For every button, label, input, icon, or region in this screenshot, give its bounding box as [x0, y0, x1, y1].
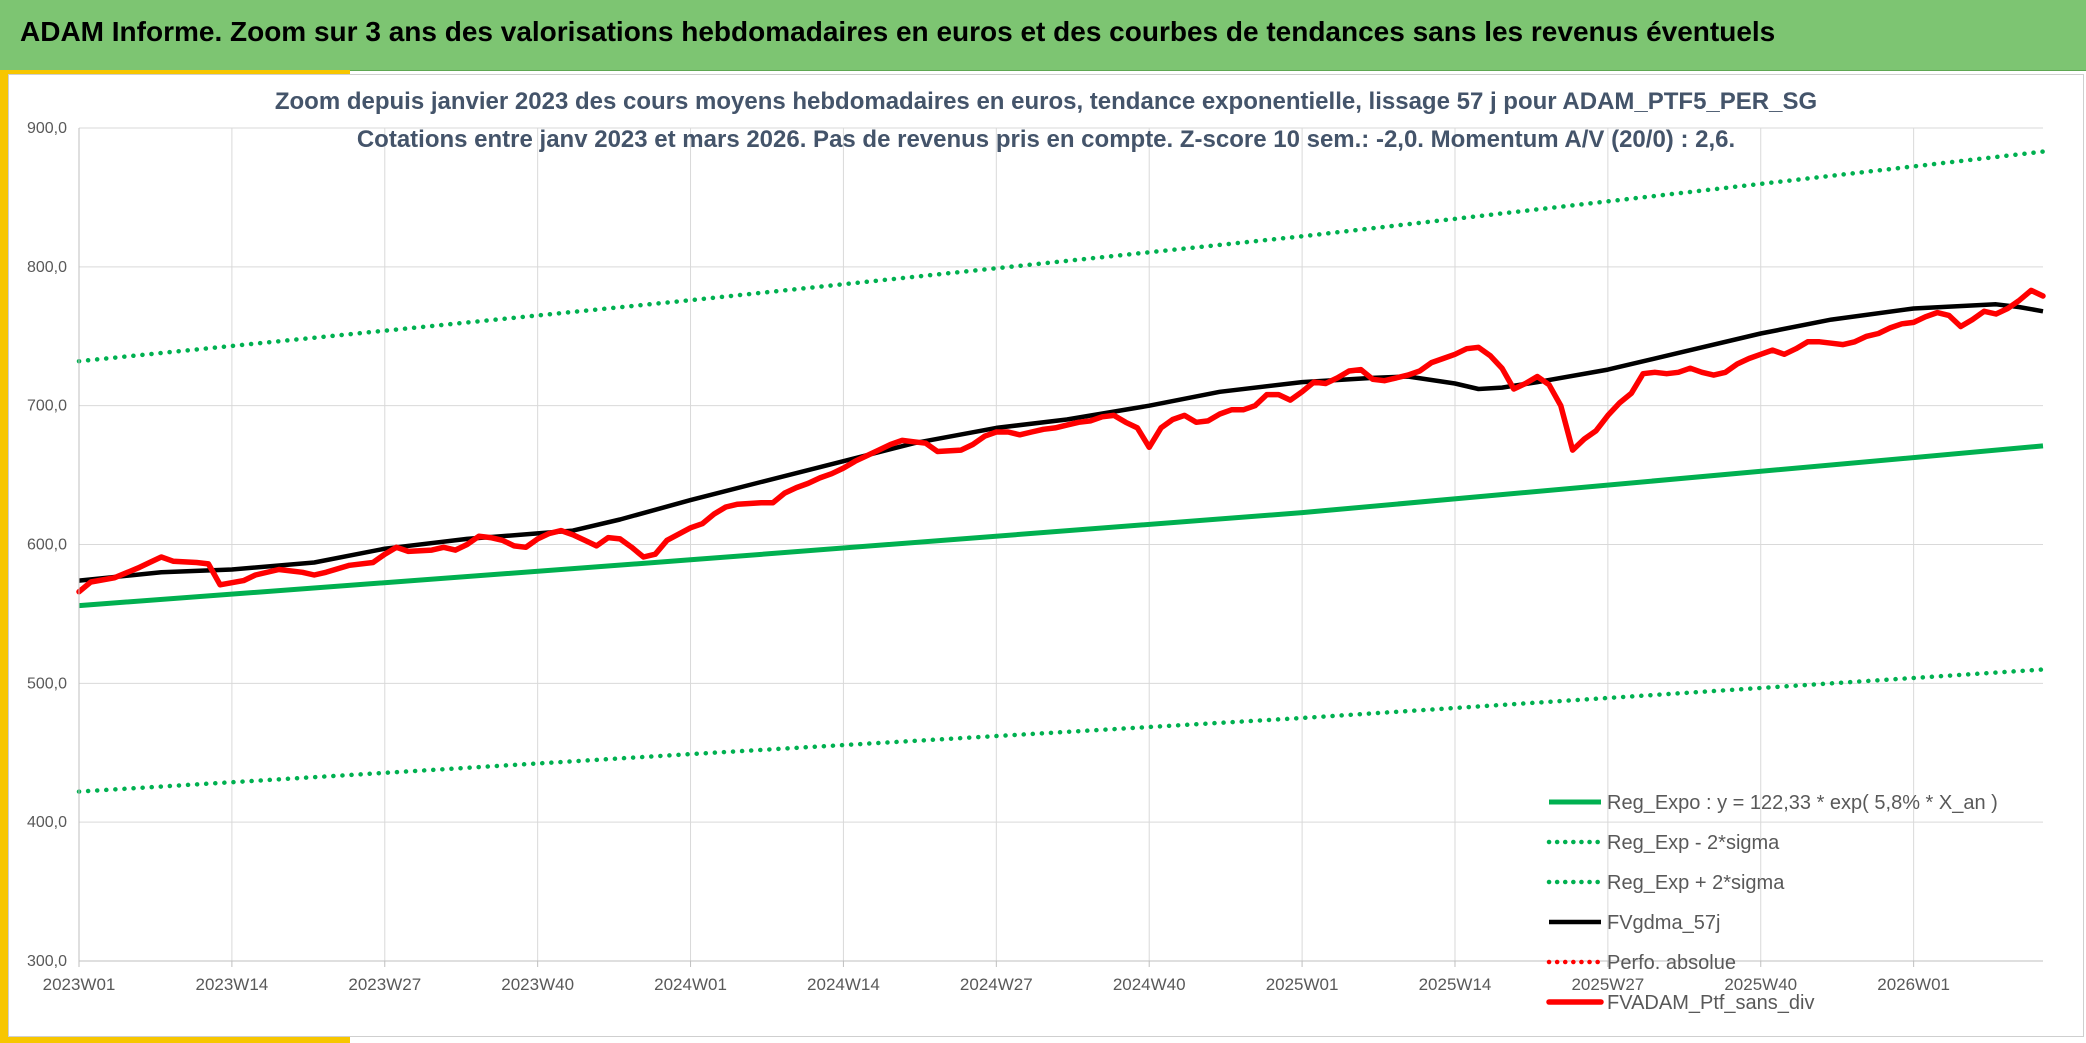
series-line-reg-exp-2-sigma	[76, 149, 2046, 364]
y-tick-label: 300,0	[27, 953, 67, 970]
accent-bar-top	[8, 70, 350, 74]
x-tick-label: 2025W01	[1266, 975, 1339, 994]
grid	[78, 127, 2043, 962]
y-tick-label: 700,0	[27, 398, 67, 415]
legend-label: FVgdma_57j	[1607, 912, 1720, 934]
line-chart: 300,0 400,0 500,0 600,0 700,0 800,0 900,0 2023W…	[27, 88, 2046, 1014]
y-tick-label: 800,0	[27, 259, 67, 276]
y-tick-label: 500,0	[27, 675, 67, 692]
series-line-fvgdma-57j	[78, 302, 2044, 583]
series-line-fvadam-ptf-sans-div	[76, 287, 2046, 595]
chart-subtitle: Cotations entre janv 2023 et mars 2026. …	[357, 126, 1735, 153]
chart-title: Zoom depuis janvier 2023 des cours moyen…	[275, 88, 1817, 115]
x-tick-label: 2025W14	[1419, 975, 1492, 994]
axes: 300,0 400,0 500,0 600,0 700,0 800,0 900,0 2023W…	[27, 120, 2043, 994]
legend-label: FVADAM_Ptf_sans_div	[1607, 992, 1815, 1014]
x-tick-label: 2024W27	[960, 975, 1033, 994]
accent-bar-left	[0, 70, 8, 1043]
series-line-reg-expo-y-122-33-exp-5-8-x-an	[78, 443, 2044, 609]
header-bar: ADAM Informe. Zoom sur 3 ans des valoris…	[0, 0, 2086, 71]
x-tick-label: 2026W01	[1877, 975, 1950, 994]
x-tick-label: 2024W01	[654, 975, 727, 994]
y-tick-label: 400,0	[27, 814, 67, 831]
x-tick-label: 2023W27	[348, 975, 421, 994]
x-tick-label: 2023W14	[195, 975, 268, 994]
legend: Reg_Expo : y = 122,33 * exp( 5,8% * X_an…	[1546, 792, 1998, 1014]
legend-label: Reg_Exp + 2*sigma	[1607, 872, 1785, 894]
chart-area: 300,0 400,0 500,0 600,0 700,0 800,0 900,0 2023W…	[8, 74, 2084, 1037]
x-tick-label: 2024W40	[1113, 975, 1186, 994]
y-tick-label: 600,0	[27, 537, 67, 554]
x-tick-label: 2025W27	[1571, 975, 1644, 994]
x-tick-label: 2023W01	[43, 975, 116, 994]
accent-bar-bottom	[8, 1037, 350, 1043]
y-tick-label: 900,0	[27, 120, 67, 137]
series-group	[76, 149, 2046, 794]
x-tick-label: 2025W40	[1724, 975, 1797, 994]
x-tick-label: 2024W14	[807, 975, 880, 994]
page-title: ADAM Informe. Zoom sur 3 ans des valoris…	[20, 16, 1776, 47]
legend-label: Perfo. absolue	[1607, 952, 1736, 974]
legend-label: Reg_Expo : y = 122,33 * exp( 5,8% * X_an…	[1607, 792, 1998, 814]
series-line-reg-exp-2-sigma	[76, 667, 2046, 794]
x-tick-label: 2023W40	[501, 975, 574, 994]
legend-label: Reg_Exp - 2*sigma	[1607, 832, 1780, 854]
